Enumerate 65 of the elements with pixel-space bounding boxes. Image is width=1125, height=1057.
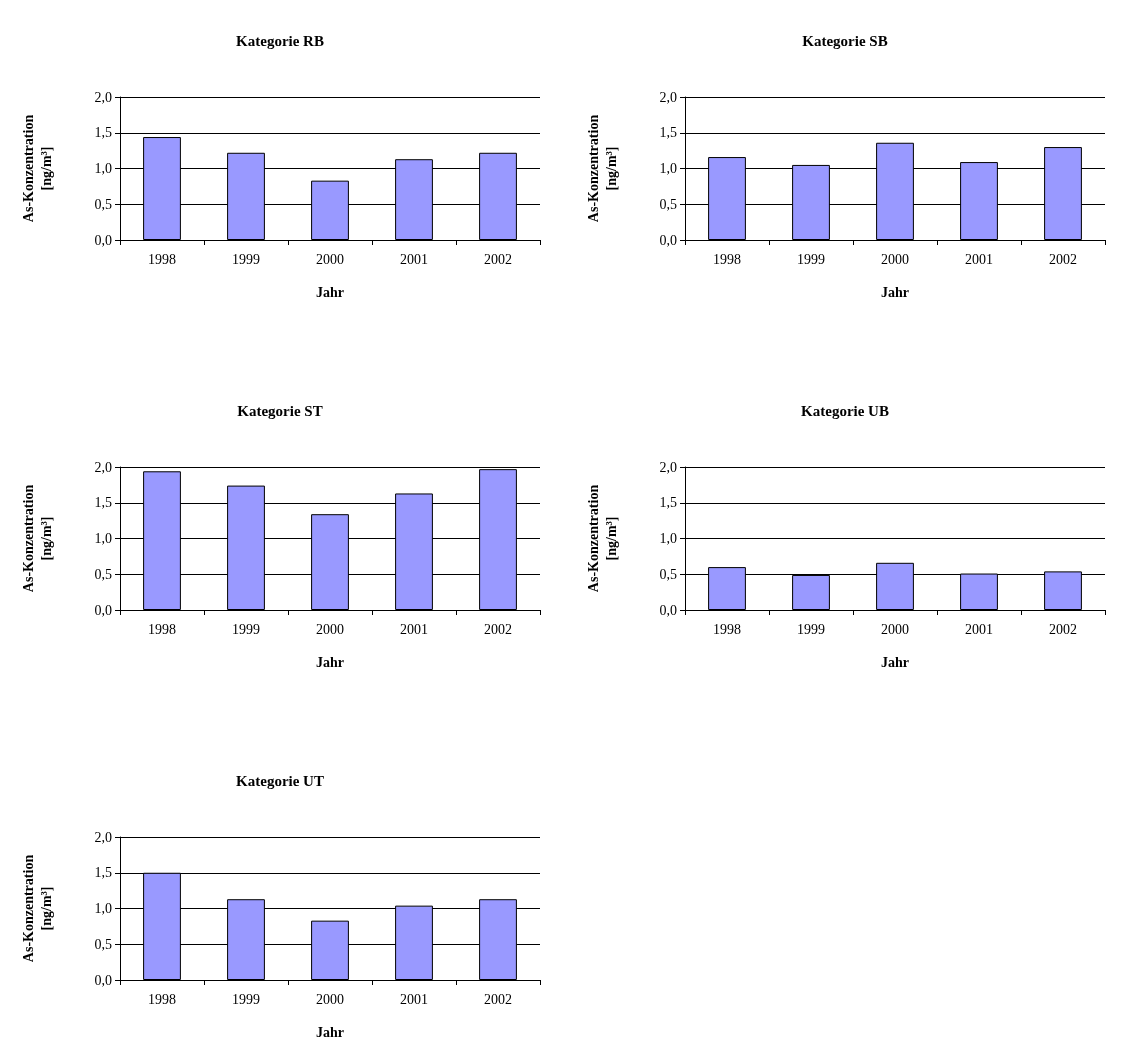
y-tick-label: 1,0 — [659, 161, 677, 176]
x-tick-label: 1998 — [148, 621, 176, 637]
x-tick-label: 1998 — [148, 991, 176, 1007]
x-axis-title: Jahr — [316, 654, 344, 670]
x-tick-label: 2001 — [400, 621, 428, 637]
x-tick-label: 2002 — [484, 251, 512, 267]
x-tick-label: 2002 — [484, 621, 512, 637]
x-axis-title: Jahr — [881, 284, 909, 300]
x-tick-label: 1999 — [232, 991, 260, 1007]
chart-title: Kategorie UB — [801, 402, 889, 419]
y-tick-label: 2,0 — [94, 459, 112, 475]
y-tick-label: 0,0 — [94, 972, 112, 988]
y-tick-label: 0,0 — [659, 602, 677, 618]
y-tick-label: 1,5 — [659, 495, 677, 511]
y-tick-label: 0,5 — [659, 196, 677, 212]
chart-title: Kategorie UT — [236, 772, 324, 789]
y-axis-title: As-Konzentration [ng/m³] — [585, 484, 619, 593]
y-axis-title: As-Konzentration [ng/m³] — [20, 484, 54, 593]
chart-title: Kategorie RB — [236, 32, 324, 49]
x-tick-label: 2001 — [965, 251, 993, 267]
x-tick-label: 2000 — [316, 991, 344, 1007]
x-tick-label: 1999 — [797, 251, 825, 267]
x-axis-title: Jahr — [316, 1024, 344, 1040]
y-axis-title: As-Konzentration [ng/m³] — [585, 114, 619, 223]
y-tick-label: 0,0 — [659, 232, 677, 248]
y-tick-label: 1,5 — [94, 125, 112, 141]
y-tick-label: 0,5 — [94, 936, 112, 952]
x-axis-title: Jahr — [316, 284, 344, 300]
y-tick-label: 2,0 — [94, 89, 112, 105]
y-tick-label: 0,5 — [94, 566, 112, 582]
x-tick-label: 1999 — [797, 621, 825, 637]
y-tick-label: 1,5 — [659, 125, 677, 141]
y-tick-label: 2,0 — [659, 89, 677, 105]
y-tick-label: 1,0 — [94, 161, 112, 176]
y-tick-label: 1,5 — [94, 495, 112, 511]
y-tick-label: 0,0 — [94, 602, 112, 618]
y-tick-label: 1,0 — [94, 531, 112, 546]
y-tick-label: 0,5 — [94, 196, 112, 212]
y-tick-label: 1,0 — [659, 531, 677, 546]
y-tick-label: 0,0 — [94, 232, 112, 248]
x-tick-label: 2000 — [316, 251, 344, 267]
y-axis-title: As-Konzentration [ng/m³] — [20, 114, 54, 223]
x-tick-label: 2002 — [484, 991, 512, 1007]
chart-title: Kategorie SB — [802, 32, 888, 49]
x-tick-label: 2001 — [965, 621, 993, 637]
x-tick-label: 2000 — [316, 621, 344, 637]
y-tick-label: 0,5 — [659, 566, 677, 582]
x-axis-title: Jahr — [881, 654, 909, 670]
y-tick-label: 2,0 — [94, 829, 112, 845]
x-tick-label: 2002 — [1049, 621, 1077, 637]
x-tick-label: 2000 — [881, 251, 909, 267]
y-axis-title: As-Konzentration [ng/m³] — [20, 854, 54, 963]
y-tick-label: 1,5 — [94, 865, 112, 881]
x-tick-label: 2000 — [881, 621, 909, 637]
x-tick-label: 2001 — [400, 251, 428, 267]
x-tick-label: 1998 — [713, 251, 741, 267]
x-tick-label: 1999 — [232, 621, 260, 637]
x-tick-label: 1998 — [148, 251, 176, 267]
x-tick-label: 2001 — [400, 991, 428, 1007]
x-tick-label: 1999 — [232, 251, 260, 267]
y-tick-label: 1,0 — [94, 901, 112, 916]
x-tick-label: 2002 — [1049, 251, 1077, 267]
x-tick-label: 1998 — [713, 621, 741, 637]
chart-title: Kategorie ST — [237, 402, 323, 419]
y-tick-label: 2,0 — [659, 459, 677, 475]
